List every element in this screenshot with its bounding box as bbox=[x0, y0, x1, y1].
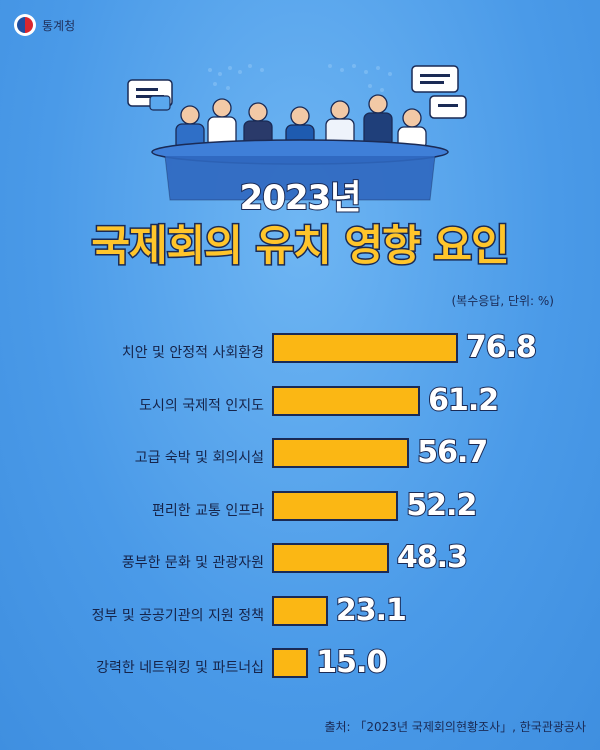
bar-row: 풍부한 문화 및 관광자원 48.3 bbox=[0, 539, 600, 580]
bar-row: 치안 및 안정적 사회환경 76.8 bbox=[0, 329, 600, 370]
category-label: 정부 및 공공기관의 지원 정책 bbox=[91, 607, 264, 624]
category-label: 풍부한 문화 및 관광자원 bbox=[121, 555, 264, 571]
unit-note: (복수응답, 단위: %) bbox=[451, 294, 555, 308]
year-title: 2023년 bbox=[239, 177, 363, 219]
conference-illustration bbox=[127, 64, 467, 201]
bar-row: 정부 및 공공기관의 지원 정책 23.1 bbox=[0, 592, 600, 633]
bar bbox=[272, 438, 410, 468]
people-group-icon bbox=[175, 94, 427, 151]
value-label: 52.2 bbox=[405, 487, 478, 524]
value-label: 76.8 bbox=[465, 329, 538, 366]
source-citation: 출처: 「2023년 국제회의현황조사」, 한국관광공사 bbox=[324, 720, 586, 734]
value-label: 15.0 bbox=[315, 644, 388, 681]
bar bbox=[272, 385, 421, 416]
world-map-dots-icon bbox=[208, 64, 392, 92]
bar-row: 편리한 교통 인프라 52.2 bbox=[0, 487, 600, 528]
bar-row: 강력한 네트워킹 및 파트너십 15.0 bbox=[0, 644, 600, 685]
category-label: 고급 숙박 및 회의시설 bbox=[134, 450, 264, 466]
government-emblem-icon bbox=[14, 14, 36, 36]
category-label: 도시의 국제적 인지도 bbox=[139, 397, 264, 414]
value-label: 48.3 bbox=[396, 539, 469, 576]
value-label: 61.2 bbox=[427, 382, 500, 419]
bar bbox=[272, 648, 309, 678]
category-label: 강력한 네트워킹 및 파트너십 bbox=[96, 660, 264, 676]
bar bbox=[272, 490, 399, 521]
value-label: 56.7 bbox=[416, 434, 489, 471]
bar bbox=[272, 333, 458, 363]
bar-row: 도시의 국제적 인지도 61.2 bbox=[0, 382, 600, 423]
brand-name: 통계청 bbox=[42, 18, 76, 33]
speech-bubble-icon bbox=[127, 65, 467, 119]
category-label: 치안 및 안정적 사회환경 bbox=[121, 345, 264, 361]
value-label: 23.1 bbox=[335, 592, 408, 629]
main-title: 국제회의 유치 영향 요인 bbox=[90, 220, 511, 272]
bar bbox=[272, 543, 389, 573]
category-label: 편리한 교통 인프라 bbox=[152, 502, 264, 519]
bar bbox=[272, 595, 328, 626]
brand-logo: 통계청 bbox=[14, 14, 75, 36]
bar-row: 고급 숙박 및 회의시설 56.7 bbox=[0, 434, 600, 475]
